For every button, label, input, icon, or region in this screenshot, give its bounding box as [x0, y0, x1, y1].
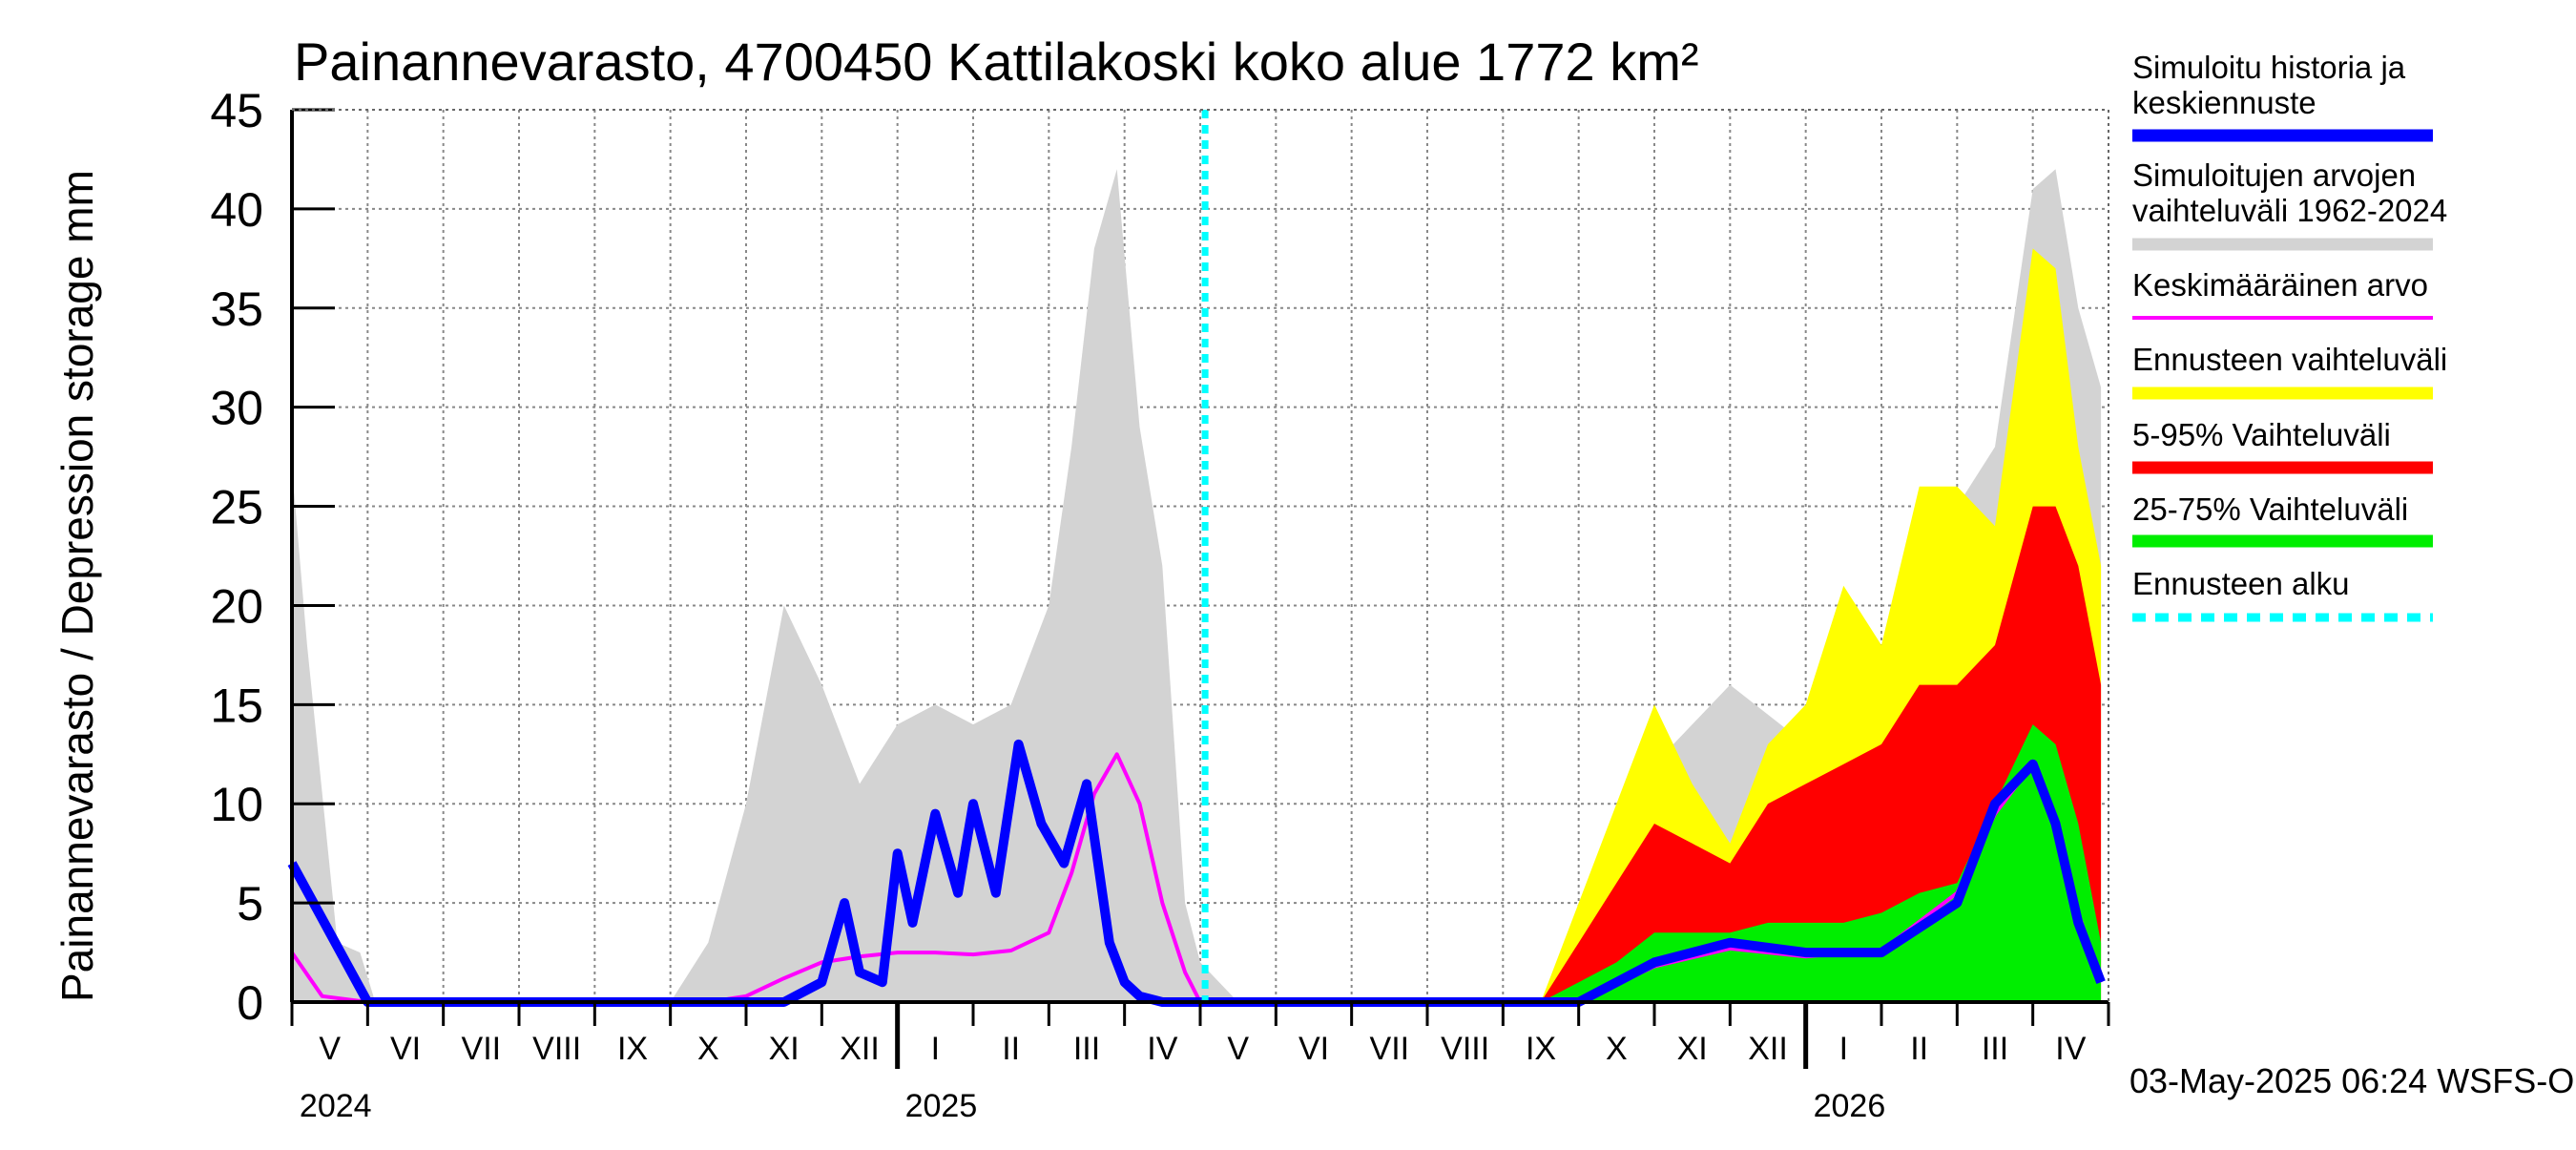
legend-label: Simuloitu historia ja: [2132, 50, 2406, 85]
y-tick-label: 45: [210, 84, 263, 137]
legend-label: Ennusteen vaihteluväli: [2132, 342, 2447, 377]
month-label: X: [1606, 1031, 1628, 1067]
month-label: V: [319, 1031, 341, 1067]
year-label: 2025: [905, 1088, 978, 1124]
y-tick-label: 35: [210, 282, 263, 336]
year-label: 2024: [300, 1088, 372, 1124]
legend-item: 25-75% Vaihteluväli: [2132, 491, 2433, 548]
legend-label: vaihteluväli 1962-2024: [2132, 193, 2447, 228]
y-axis-label: Painannevarasto / Depression storage mm: [52, 170, 102, 1002]
y-tick-label: 15: [210, 679, 263, 732]
chart-title: Painannevarasto, 4700450 Kattilakoski ko…: [294, 31, 1699, 92]
legend-label: Keskimääräinen arvo: [2132, 267, 2428, 303]
month-label: IV: [2055, 1031, 2086, 1067]
legend-label: Simuloitujen arvojen: [2132, 157, 2416, 193]
month-label: II: [1002, 1031, 1020, 1067]
year-label: 2026: [1814, 1088, 1886, 1124]
legend-item: Keskimääräinen arvo: [2132, 267, 2433, 320]
y-tick-label: 20: [210, 579, 263, 633]
month-label: VI: [1298, 1031, 1329, 1067]
month-label: X: [697, 1031, 719, 1067]
month-label: XII: [1748, 1031, 1788, 1067]
legend-item: Ennusteen alku: [2132, 566, 2433, 622]
month-label: IX: [617, 1031, 648, 1067]
month-label: VI: [390, 1031, 421, 1067]
y-tick-label: 30: [210, 382, 263, 435]
y-tick-label: 5: [237, 877, 263, 930]
month-label: VII: [1370, 1031, 1410, 1067]
month-label: XII: [840, 1031, 880, 1067]
month-label: I: [931, 1031, 940, 1067]
legend-label: 25-75% Vaihteluväli: [2132, 491, 2408, 527]
month-label: III: [1073, 1031, 1100, 1067]
legend-label: Ennusteen alku: [2132, 566, 2350, 601]
y-tick-label: 10: [210, 778, 263, 831]
y-tick-label: 25: [210, 481, 263, 534]
range-25-75-area: [1541, 724, 2102, 1002]
legend-label: 5-95% Vaihteluväli: [2132, 417, 2391, 452]
month-label: VIII: [532, 1031, 581, 1067]
y-tick-label: 0: [237, 976, 263, 1030]
month-label: VIII: [1441, 1031, 1489, 1067]
footer-timestamp: 03-May-2025 06:24 WSFS-O: [2129, 1061, 2574, 1100]
month-label: XI: [1677, 1031, 1708, 1067]
month-label: III: [1982, 1031, 2008, 1067]
mean-value-line: [290, 752, 2104, 1004]
month-label: V: [1227, 1031, 1249, 1067]
month-label: I: [1839, 1031, 1848, 1067]
month-label: XI: [769, 1031, 800, 1067]
legend-item: Ennusteen vaihteluväli: [2132, 342, 2447, 400]
month-label: VII: [462, 1031, 502, 1067]
legend-label: keskiennuste: [2132, 85, 2316, 120]
month-label: IX: [1526, 1031, 1556, 1067]
month-label: II: [1910, 1031, 1928, 1067]
y-tick-label: 40: [210, 183, 263, 237]
legend-item: 5-95% Vaihteluväli: [2132, 417, 2433, 474]
month-label: IV: [1147, 1031, 1177, 1067]
